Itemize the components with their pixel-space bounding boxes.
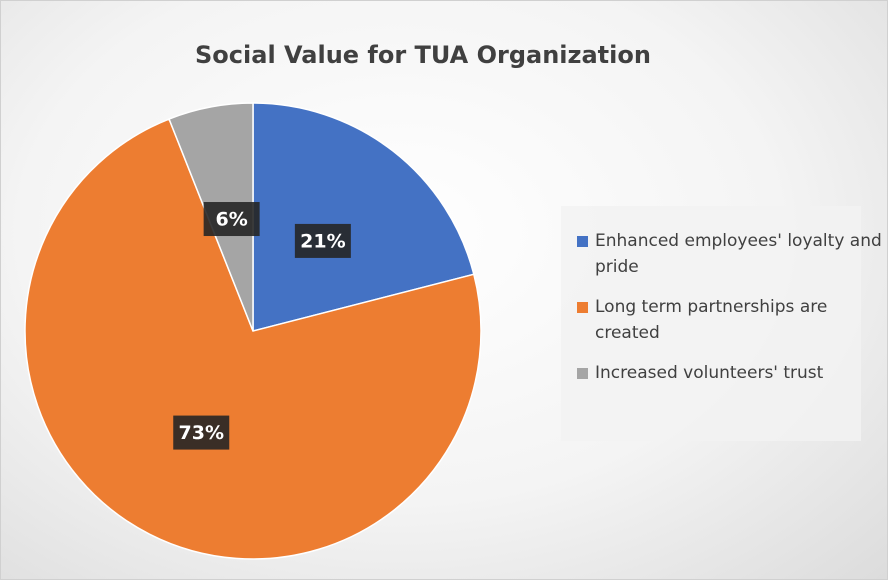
data-label: 21% xyxy=(294,223,351,258)
legend-label: Increased volunteers' trust xyxy=(595,363,824,383)
data-label: 73% xyxy=(173,415,230,450)
data-label-box xyxy=(203,202,260,237)
data-label-box xyxy=(294,223,351,258)
legend-entry: Long term partnerships are created xyxy=(577,294,885,346)
legend-entry: Enhanced employees' loyalty and pride xyxy=(577,228,885,280)
data-label-box xyxy=(173,415,230,450)
data-label: 6% xyxy=(203,202,260,237)
legend-label: Enhanced employees' loyalty and pride xyxy=(595,231,882,277)
legend-swatch xyxy=(577,368,588,379)
legend-entry: Increased volunteers' trust xyxy=(577,360,885,386)
data-label-text: 73% xyxy=(179,422,224,444)
data-label-text: 6% xyxy=(216,209,248,231)
legend-swatch xyxy=(577,236,588,247)
pie-slice xyxy=(252,102,475,332)
legend-label: Long term partnerships are created xyxy=(595,297,828,343)
legend-swatch xyxy=(577,302,588,313)
data-label-text: 21% xyxy=(300,230,345,252)
legend: Enhanced employees' loyalty and pride Lon… xyxy=(561,206,882,441)
chart-title: Social Value for TUA Organization xyxy=(195,41,651,69)
pie-slice xyxy=(24,118,482,560)
